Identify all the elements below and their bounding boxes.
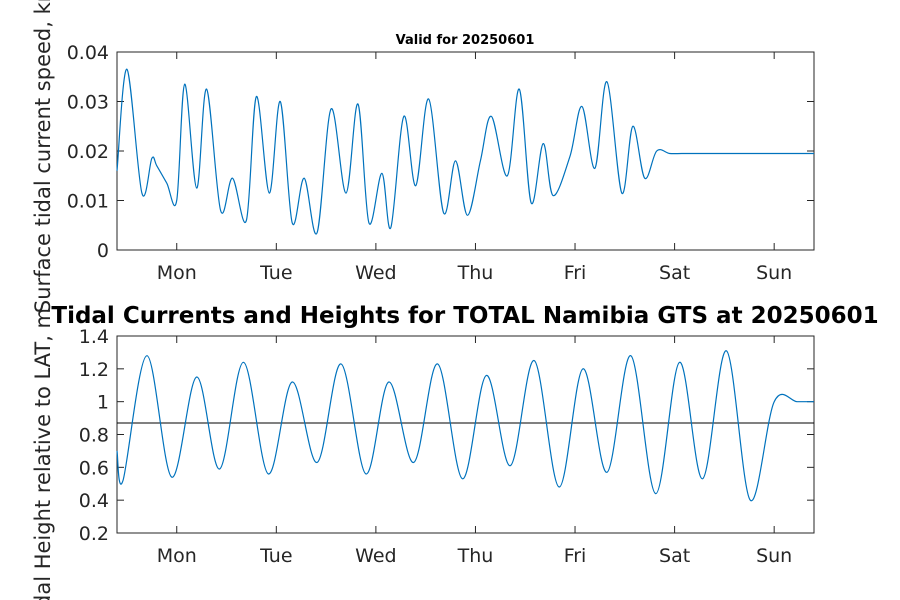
tidal-height-x-tick-label: Tue bbox=[259, 545, 292, 567]
tidal-height-x-tick-label: Sun bbox=[756, 545, 792, 567]
tidal-height-plot-area bbox=[116, 335, 815, 534]
tidal-height-y-tick-label: 0.8 bbox=[79, 425, 109, 447]
tidal-height-x-tick-label: Wed bbox=[355, 545, 396, 567]
current-speed-x-tick-label: Mon bbox=[157, 262, 197, 284]
tidal-height-x-tick-label: Thu bbox=[457, 545, 494, 567]
tidal-height-y-tick-label: 1.2 bbox=[79, 359, 109, 381]
current-speed-x-tick-label: Thu bbox=[457, 262, 494, 284]
current-speed-ticks: 0 0.01 0.02 0.03 0.04 Mon Tue Wed Thu Fri Sat Sun bbox=[67, 42, 814, 284]
tidal-chart-title: Tidal Currents and Heights for TOTAL Nam… bbox=[51, 303, 878, 329]
current-speed-y-tick-label: 0.03 bbox=[67, 92, 109, 114]
current-speed-x-tick-label: Tue bbox=[259, 262, 292, 284]
tidal-height-series-line bbox=[116, 350, 814, 501]
tidal-height-y-tick-label: 1 bbox=[97, 392, 109, 414]
current-speed-plot-area bbox=[116, 51, 815, 251]
tidal-height-x-tick-label: Sat bbox=[659, 545, 690, 567]
current-speed-x-tick-label: Sat bbox=[659, 262, 690, 284]
current-speed-x-tick-label: Fri bbox=[564, 262, 587, 284]
tidal-height-y-tick-label: 0.2 bbox=[79, 523, 109, 545]
current-speed-y-tick-label: 0.04 bbox=[67, 42, 109, 64]
current-speed-x-tick-label: Sun bbox=[756, 262, 792, 284]
tidal-height-panel: 0.2 0.4 0.6 0.8 1 1.2 1.4 Mon Tue Wed Thu Fri Sat Sun… bbox=[31, 303, 879, 600]
current-speed-y-tick-label: 0.02 bbox=[67, 141, 109, 163]
current-speed-x-tick-label: Wed bbox=[355, 262, 396, 284]
tidal-height-y-axis-label: Tidal Height relative to LAT, m bbox=[31, 308, 55, 600]
current-speed-y-tick-label: 0.01 bbox=[67, 191, 109, 213]
tidal-height-ticks: 0.2 0.4 0.6 0.8 1 1.2 1.4 Mon Tue Wed Thu Fri Sat Sun bbox=[79, 326, 814, 567]
current-speed-chart-title: Valid for 20250601 bbox=[396, 33, 535, 48]
tidal-height-x-tick-label: Fri bbox=[564, 545, 587, 567]
current-speed-line-layer bbox=[116, 68, 814, 235]
tidal-height-line-layer bbox=[116, 350, 814, 501]
current-speed-series-line bbox=[116, 68, 814, 235]
tidal-height-y-tick-label: 1.4 bbox=[79, 326, 109, 348]
tidal-height-y-tick-label: 0.4 bbox=[79, 490, 109, 512]
current-speed-y-tick-label: 0 bbox=[97, 240, 109, 262]
current-speed-y-axis-label: Surface tidal current speed, kn bbox=[31, 0, 55, 313]
current-speed-panel: 0 0.01 0.02 0.03 0.04 Mon Tue Wed Thu Fri Sat Sun V… bbox=[31, 0, 815, 313]
tidal-height-y-tick-label: 0.6 bbox=[79, 457, 109, 479]
tidal-height-x-tick-label: Mon bbox=[157, 545, 197, 567]
